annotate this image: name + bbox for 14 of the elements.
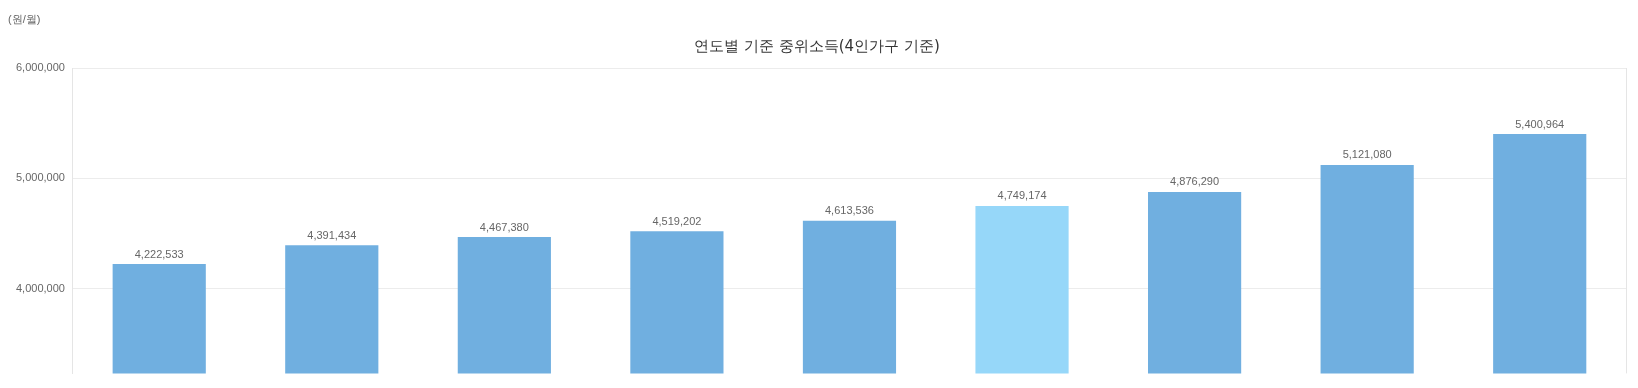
data-label: 4,467,380: [479, 220, 529, 233]
data-label: 4,391,434: [307, 228, 357, 241]
y-tick-label: 6,000,000: [16, 61, 65, 74]
data-label: 5,400,964: [1515, 117, 1565, 130]
data-label: 4,613,536: [825, 204, 874, 217]
data-label: 4,519,202: [652, 214, 702, 227]
data-label: 4,749,174: [997, 189, 1047, 202]
y-axis-title: (원/월): [8, 12, 41, 25]
data-label: 4,876,290: [1170, 175, 1220, 188]
y-tick-label: 5,000,000: [16, 171, 65, 184]
data-label: 4,222,533: [134, 247, 184, 260]
data-label: 5,121,080: [1342, 148, 1392, 161]
y-tick-label: 4,000,000: [16, 281, 65, 294]
chart-title: 연도별 기준 중위소득(4인가구 기준): [694, 36, 940, 55]
